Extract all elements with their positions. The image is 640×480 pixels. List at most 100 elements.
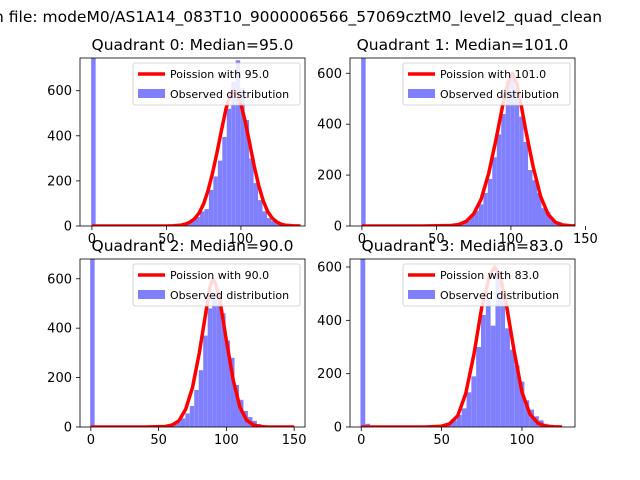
panel-title: Quadrant 2: Median=90.0: [92, 237, 294, 255]
legend-label-observed: Observed distribution: [440, 289, 559, 302]
legend-label-observed: Observed distribution: [170, 88, 289, 101]
histogram-bar: [514, 365, 520, 427]
axes-frame: [79, 258, 306, 428]
histogram-bar: [203, 335, 208, 427]
histogram-bar: [231, 81, 236, 226]
x-tick-label: 150: [282, 433, 307, 448]
histogram-bar: [216, 298, 222, 427]
plot-data: [360, 259, 563, 427]
axes-frame: [349, 57, 576, 227]
histogram-bar: [545, 212, 551, 226]
x-tick-label: 100: [499, 232, 524, 247]
panel-title: Quadrant 1: Median=101.0: [357, 36, 569, 54]
histogram-bar: [249, 158, 254, 226]
panel-quadrant-1: 0 50 100 150 0 200 400 600 Quadrant 1: Median=10…: [317, 36, 598, 247]
histogram-bar: [208, 189, 214, 226]
histogram-bar: [189, 406, 195, 427]
histogram-bar: [471, 376, 477, 427]
histogram-bar: [234, 385, 239, 427]
y-tick-label: 0: [334, 421, 342, 436]
legend-label-observed: Observed distribution: [170, 289, 289, 302]
histogram-bar: [480, 315, 486, 427]
histogram-bar: [213, 176, 218, 226]
legend: Poission with 83.0 Observed distribution: [402, 263, 571, 307]
legend-box: [402, 263, 571, 307]
histogram-bar: [194, 389, 199, 427]
histogram-bar: [207, 308, 213, 427]
histogram-bar: [519, 381, 525, 427]
histogram-bar: [537, 192, 542, 226]
y-tick-label: 400: [47, 129, 72, 144]
x-tick-label: 100: [229, 232, 254, 247]
legend-box: [132, 62, 301, 106]
histogram-bar: [222, 136, 227, 226]
y-tick-label: 600: [317, 261, 342, 276]
histogram-bar: [361, 58, 366, 226]
histogram-bar: [221, 313, 226, 427]
x-tick-label: 0: [357, 433, 365, 448]
axes-frame: [79, 57, 306, 227]
legend: Poission with 95.0 Observed distribution: [132, 62, 301, 106]
legend-label-fit: Poission with 83.0: [440, 269, 539, 282]
histogram-bar: [510, 75, 515, 226]
panel-quadrant-0: 0 50 100 0 200 400 600 Quadrant 0: Median=95.0 P…: [47, 36, 306, 247]
histogram-bar: [490, 325, 496, 427]
x-tick-label: 50: [158, 232, 175, 247]
histogram-bar: [225, 340, 231, 427]
y-tick-label: 400: [317, 118, 342, 133]
histogram-bar: [478, 204, 484, 226]
histogram-bar: [465, 220, 470, 226]
legend-bar-swatch: [408, 290, 435, 299]
histogram-bar: [496, 134, 502, 226]
histogram-bar: [185, 413, 190, 427]
histogram-bar: [360, 259, 366, 427]
x-tick-label: 0: [88, 232, 96, 247]
histogram-bar: [230, 357, 235, 427]
histogram-bar: [461, 408, 467, 427]
suptitle: n file: modeM0/AS1A14_083T10_9000006566_…: [0, 8, 602, 27]
legend: Poission with 90.0 Observed distribution: [132, 263, 301, 307]
x-tick-label: 0: [87, 433, 95, 448]
y-tick-label: 0: [64, 220, 72, 235]
histogram-bar: [180, 418, 186, 427]
histogram-bar: [198, 370, 204, 427]
y-tick-label: 400: [317, 314, 342, 329]
histogram-bar: [519, 116, 524, 226]
panel-quadrant-3: 0 50 100 0 200 400 600 Quadrant 3: Median=83.0 P…: [317, 237, 576, 448]
histogram-bar: [253, 183, 259, 226]
panel-quadrant-2: 0 50 100 150 0 200 400 600 Quadrant 2: Median=90…: [47, 237, 306, 448]
legend-label-observed: Observed distribution: [440, 88, 559, 101]
histogram-bar: [505, 328, 510, 427]
histogram-bar: [532, 180, 538, 226]
y-tick-label: 600: [317, 67, 342, 82]
histogram-bar: [212, 292, 217, 427]
histogram-bar: [195, 216, 200, 226]
histogram-bar: [262, 211, 268, 226]
histogram-bar: [514, 88, 520, 226]
histogram-bar: [469, 215, 475, 226]
y-tick-label: 0: [334, 220, 342, 235]
axes-frame: [349, 258, 576, 428]
histogram-bar: [524, 400, 530, 427]
histogram-bar: [476, 347, 481, 427]
histogram-bar: [191, 219, 196, 226]
histogram-bar: [495, 271, 501, 427]
histogram-bar: [199, 211, 205, 226]
histogram-bar: [483, 192, 488, 226]
histogram-bar: [487, 178, 493, 226]
histogram-bar: [240, 88, 245, 226]
histogram-bar: [528, 170, 533, 226]
x-tick-label: 150: [573, 232, 598, 247]
legend-box: [132, 263, 301, 307]
histogram-bar: [485, 299, 491, 427]
y-tick-label: 400: [47, 322, 72, 337]
legend-box: [402, 62, 571, 106]
legend-label-fit: Poission with 95.0: [170, 68, 269, 81]
x-tick-label: 50: [433, 433, 450, 448]
x-tick-label: 50: [428, 232, 445, 247]
histogram-bar: [509, 349, 515, 427]
legend: Poission with 101.0 Observed distribution: [402, 62, 571, 106]
x-tick-label: 100: [214, 433, 239, 448]
